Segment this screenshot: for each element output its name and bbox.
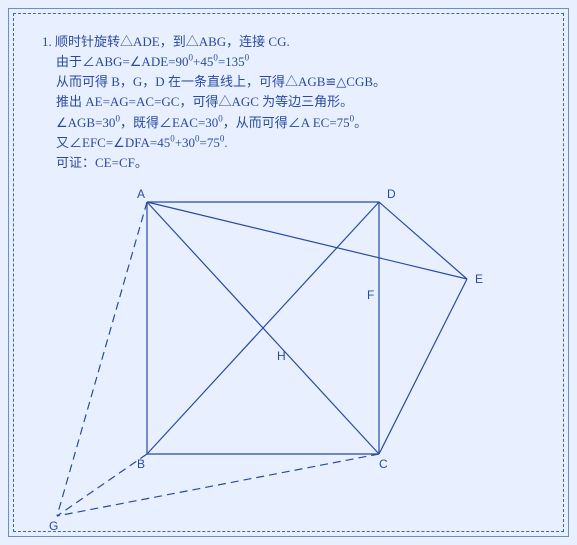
line5d: 。 <box>354 115 367 130</box>
line5b: ，既得∠EAC=30 <box>120 115 218 130</box>
line5a: ∠AGB=30 <box>56 115 115 130</box>
proof-text: 1. 顺时针旋转△ADE，到△ABG，连接 CG. 由于∠ABG=∠ADE=90… <box>42 32 543 173</box>
geometry-diagram: A B C D E F H G <box>49 184 529 534</box>
line6a: 又∠EFC=∠DFA=45 <box>56 135 170 150</box>
edge-CE <box>379 279 467 454</box>
line6d: . <box>224 135 227 150</box>
line2a: 由于∠ABG=∠ADE=90 <box>56 54 188 69</box>
line4: 推出 AE=AG=AC=GC，可得△AGC 为等边三角形。 <box>56 94 353 109</box>
point-label-A: A <box>137 187 145 201</box>
edge-BG <box>57 454 147 516</box>
edge-AG <box>57 202 147 516</box>
point-label-B: B <box>137 457 145 471</box>
line5c: ，从而可得∠A EC=75 <box>223 115 350 130</box>
sup: 0 <box>245 53 250 63</box>
line6c: =75 <box>200 135 220 150</box>
line2c: =135 <box>218 54 245 69</box>
edge-DE <box>379 202 467 279</box>
point-label-D: D <box>387 187 396 201</box>
edge-CG <box>57 454 379 516</box>
line7: 可证：CE=CF。 <box>56 155 148 170</box>
outer-frame: 1. 顺时针旋转△ADE，到△ABG，连接 CG. 由于∠ABG=∠ADE=90… <box>8 8 569 537</box>
line1: 1. 顺时针旋转△ADE，到△ABG，连接 CG. <box>42 34 290 49</box>
point-label-C: C <box>379 457 388 471</box>
line6b: +30 <box>175 135 195 150</box>
line3: 从而可得 B，G，D 在一条直线上，可得△AGB≌△CGB。 <box>56 74 386 89</box>
point-label-G: G <box>49 519 58 533</box>
point-label-H: H <box>277 349 286 363</box>
line2b: +45 <box>193 54 213 69</box>
edge-AE <box>147 202 467 279</box>
point-label-E: E <box>475 272 483 286</box>
inner-frame: 1. 顺时针旋转△ADE，到△ABG，连接 CG. 由于∠ABG=∠ADE=90… <box>13 13 564 532</box>
point-label-F: F <box>367 288 374 302</box>
